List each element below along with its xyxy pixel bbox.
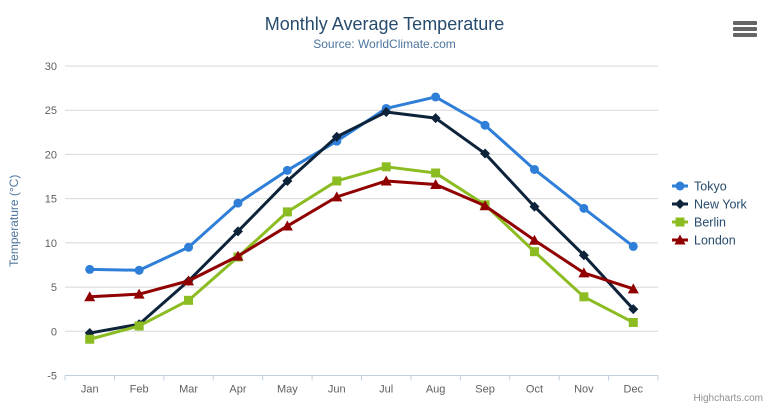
data-point-marker[interactable] xyxy=(578,267,590,278)
y-axis-tick-label: 5 xyxy=(51,282,57,294)
data-point-marker[interactable] xyxy=(184,295,194,305)
data-point-marker[interactable] xyxy=(675,181,685,191)
data-point-marker[interactable] xyxy=(431,92,441,102)
data-point-marker[interactable] xyxy=(674,234,686,245)
data-point-marker[interactable] xyxy=(480,120,490,130)
data-point-marker[interactable] xyxy=(134,321,144,331)
legend-label: Tokyo xyxy=(694,180,727,194)
data-point-marker[interactable] xyxy=(85,334,95,344)
series-london xyxy=(84,175,639,302)
data-point-marker[interactable] xyxy=(331,191,343,202)
legend-item-new-york[interactable]: New York xyxy=(672,198,748,212)
y-axis-tick-label: 30 xyxy=(45,61,57,73)
chart-subtitle: Source: WorldClimate.com xyxy=(313,37,456,51)
hamburger-icon xyxy=(733,21,757,25)
x-axis-tick-label: Nov xyxy=(574,384,594,396)
x-axis-tick-label: Apr xyxy=(229,384,246,396)
y-axis-tick-label: -5 xyxy=(47,371,57,383)
data-point-marker[interactable] xyxy=(628,241,638,251)
data-point-marker[interactable] xyxy=(430,113,441,124)
data-point-marker[interactable] xyxy=(627,283,639,294)
data-point-marker[interactable] xyxy=(184,242,194,252)
data-point-marker[interactable] xyxy=(281,220,293,231)
data-point-marker[interactable] xyxy=(628,304,639,315)
data-point-marker[interactable] xyxy=(331,131,342,142)
y-axis-tick-label: 0 xyxy=(51,326,57,338)
data-point-marker[interactable] xyxy=(579,292,589,302)
data-point-marker[interactable] xyxy=(578,250,589,261)
x-axis-tick-label: Aug xyxy=(426,384,446,396)
data-point-marker[interactable] xyxy=(431,168,441,178)
legend-label: Berlin xyxy=(694,216,726,230)
legend-item-berlin[interactable]: Berlin xyxy=(672,216,726,230)
y-axis-tick-label: 10 xyxy=(45,238,57,250)
legend-item-tokyo[interactable]: Tokyo xyxy=(672,180,727,194)
legend-label: New York xyxy=(694,198,748,212)
data-point-marker[interactable] xyxy=(529,247,539,257)
highcharts-credits-link[interactable]: Highcharts.com xyxy=(693,393,763,404)
y-axis-tick-label: 15 xyxy=(45,194,57,206)
y-axis-tick-label: 25 xyxy=(45,105,57,117)
data-point-marker[interactable] xyxy=(282,165,292,175)
x-axis-tick-label: Sep xyxy=(475,384,495,396)
data-point-marker[interactable] xyxy=(480,148,491,159)
data-point-marker[interactable] xyxy=(529,164,539,174)
x-axis-tick-label: Feb xyxy=(130,384,149,396)
y-axis-tick-label: 20 xyxy=(45,149,57,161)
x-axis-tick-label: Jun xyxy=(328,384,346,396)
data-point-marker[interactable] xyxy=(233,198,243,208)
series-line xyxy=(88,165,635,341)
data-point-marker[interactable] xyxy=(528,234,540,245)
data-point-marker[interactable] xyxy=(232,250,244,261)
data-point-marker[interactable] xyxy=(381,106,392,117)
x-axis-tick-label: Dec xyxy=(624,384,644,396)
hamburger-icon xyxy=(733,33,757,37)
data-point-marker[interactable] xyxy=(282,207,292,217)
series-line xyxy=(88,110,635,335)
x-axis-tick-label: May xyxy=(277,384,298,396)
series-line xyxy=(88,179,635,299)
data-point-marker[interactable] xyxy=(529,201,540,212)
data-point-marker[interactable] xyxy=(134,265,144,275)
data-point-marker[interactable] xyxy=(675,199,685,209)
hamburger-icon xyxy=(733,27,757,31)
data-point-marker[interactable] xyxy=(479,200,491,211)
legend-item-london[interactable]: London xyxy=(672,234,736,248)
data-point-marker[interactable] xyxy=(85,264,95,274)
x-axis-tick-label: Oct xyxy=(526,384,543,396)
data-point-marker[interactable] xyxy=(675,217,685,227)
legend-label: London xyxy=(694,234,736,248)
x-axis-tick-label: Jul xyxy=(379,384,393,396)
data-point-marker[interactable] xyxy=(381,162,391,172)
series-tokyo xyxy=(85,92,638,275)
data-point-marker[interactable] xyxy=(380,175,392,186)
data-point-marker[interactable] xyxy=(133,288,145,299)
data-point-marker[interactable] xyxy=(84,291,96,302)
x-axis-tick-label: Mar xyxy=(179,384,198,396)
data-point-marker[interactable] xyxy=(282,175,293,186)
data-point-marker[interactable] xyxy=(232,226,243,237)
data-point-marker[interactable] xyxy=(332,176,342,186)
series-new-york xyxy=(84,106,639,339)
data-point-marker[interactable] xyxy=(183,275,195,286)
data-point-marker[interactable] xyxy=(579,203,589,213)
export-menu-button[interactable] xyxy=(733,21,757,37)
data-point-marker[interactable] xyxy=(628,317,638,327)
x-axis-tick-label: Jan xyxy=(81,384,99,396)
chart-title: Monthly Average Temperature xyxy=(264,14,505,34)
data-point-marker[interactable] xyxy=(430,178,442,189)
y-axis-title: Temperature (°C) xyxy=(7,175,21,267)
